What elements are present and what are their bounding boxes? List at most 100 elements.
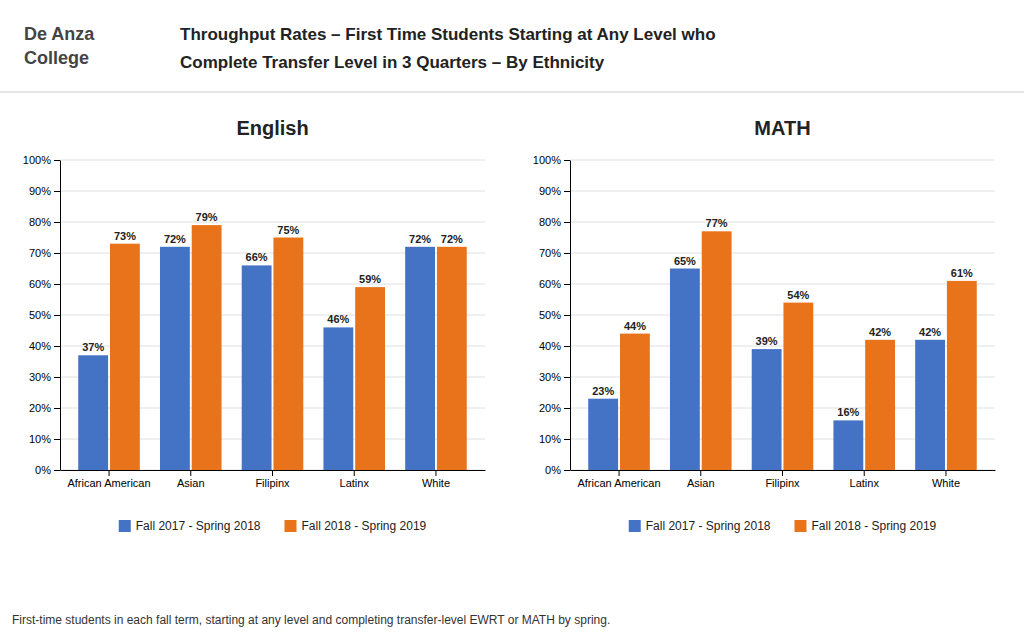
tick-mark (109, 470, 110, 476)
chart-title: English (236, 117, 308, 139)
y-tick: 40% (29, 340, 60, 352)
legend-swatch (629, 520, 641, 532)
y-tick: 0% (545, 464, 570, 476)
bar (405, 247, 435, 470)
tick-mark (564, 284, 570, 285)
y-tick: 30% (29, 371, 60, 383)
grid-line (60, 222, 485, 223)
y-tick: 30% (539, 371, 570, 383)
footer: First-time students in each fall term, s… (12, 613, 610, 627)
header-rule (0, 92, 1024, 93)
x-tick: White (932, 470, 960, 489)
y-tick: 90% (29, 185, 60, 197)
tick-label: 20% (29, 402, 51, 414)
tick-label: 30% (29, 371, 51, 383)
data-label: 72% (409, 233, 431, 245)
data-label: 65% (674, 255, 696, 267)
tick-label: Latinx (340, 477, 370, 489)
tick-mark (564, 377, 570, 378)
tick-label: Filipinx (765, 477, 800, 489)
tick-label: 40% (29, 340, 51, 352)
data-label: 59% (359, 273, 381, 285)
bars (78, 225, 466, 470)
logo-text: De Anza (24, 24, 95, 44)
x-tick: Filipinx (255, 470, 290, 489)
y-tick: 20% (29, 402, 60, 414)
y-tick: 60% (539, 278, 570, 290)
grid-line (60, 191, 485, 192)
tick-label: 0% (35, 464, 51, 476)
axis-line (570, 161, 571, 471)
data-label: 46% (327, 313, 349, 325)
legend-label: Fall 2018 - Spring 2019 (302, 519, 427, 533)
tick-mark (619, 470, 620, 476)
data-label: 79% (196, 211, 218, 223)
y-tick: 50% (29, 309, 60, 321)
data-label: 39% (756, 335, 778, 347)
data-label: 61% (951, 267, 973, 279)
page-svg: Throughput Rates – First Time Students S… (0, 0, 1024, 640)
tick-mark (54, 284, 60, 285)
tick-mark (54, 253, 60, 254)
data-label: 37% (82, 341, 104, 353)
bar (915, 340, 945, 470)
tick-mark (564, 191, 570, 192)
legend: Fall 2017 - Spring 2018 Fall 2018 - Sprin… (119, 519, 427, 533)
tick-label: African American (67, 477, 150, 489)
grid-line (570, 191, 995, 192)
data-label: 23% (592, 385, 614, 397)
tick-mark (782, 470, 783, 476)
chart: MATH0%10%20%30%40%50%60%70%80%90%100%Afr… (533, 117, 996, 533)
title: Complete Transfer Level in 3 Quarters – … (180, 53, 605, 72)
tick-label: Asian (177, 477, 205, 489)
tick-mark (54, 346, 60, 347)
y-tick: 70% (539, 247, 570, 259)
bar (273, 238, 303, 471)
bar (783, 303, 813, 470)
data-label: 77% (706, 217, 728, 229)
logo-text: College (24, 48, 89, 68)
x-tick: White (422, 470, 450, 489)
legend-label: Fall 2017 - Spring 2018 (136, 519, 261, 533)
legend-item: Fall 2017 - Spring 2018 (629, 519, 771, 533)
tick-label: 50% (29, 309, 51, 321)
bar (702, 231, 732, 470)
tick-label: 90% (539, 185, 561, 197)
tick-label: 10% (539, 433, 561, 445)
tick-label: Filipinx (255, 477, 290, 489)
y-tick: 50% (539, 309, 570, 321)
tick-label: 100% (23, 154, 51, 166)
tick-mark (54, 222, 60, 223)
bar (78, 355, 108, 470)
tick-mark (54, 377, 60, 378)
data-label: 42% (919, 326, 941, 338)
data-label: 66% (246, 251, 268, 263)
tick-mark (700, 470, 701, 476)
legend-swatch (795, 520, 807, 532)
tick-mark (54, 408, 60, 409)
tick-mark (564, 160, 570, 161)
tick-label: 50% (539, 309, 561, 321)
x-tick: African American (577, 470, 660, 489)
tick-label: 20% (539, 402, 561, 414)
x-axis: African American Asian Filipinx Latinx White (61, 470, 486, 489)
grid-line (570, 222, 995, 223)
y-tick: 40% (539, 340, 570, 352)
tick-label: 70% (29, 247, 51, 259)
x-tick: Filipinx (765, 470, 800, 489)
bar (588, 399, 618, 470)
bar (670, 269, 700, 471)
bar (947, 281, 977, 470)
tick-label: White (932, 477, 960, 489)
chart: English0%10%20%30%40%50%60%70%80%90%100%… (23, 117, 486, 533)
tick-mark (564, 346, 570, 347)
y-tick: 70% (29, 247, 60, 259)
grid-line (60, 160, 485, 161)
tick-mark (564, 315, 570, 316)
data-label: 72% (164, 233, 186, 245)
tick-mark (54, 160, 60, 161)
tick-mark (564, 470, 570, 471)
x-tick: African American (67, 470, 150, 489)
legend-swatch (119, 520, 131, 532)
bar (323, 327, 353, 470)
